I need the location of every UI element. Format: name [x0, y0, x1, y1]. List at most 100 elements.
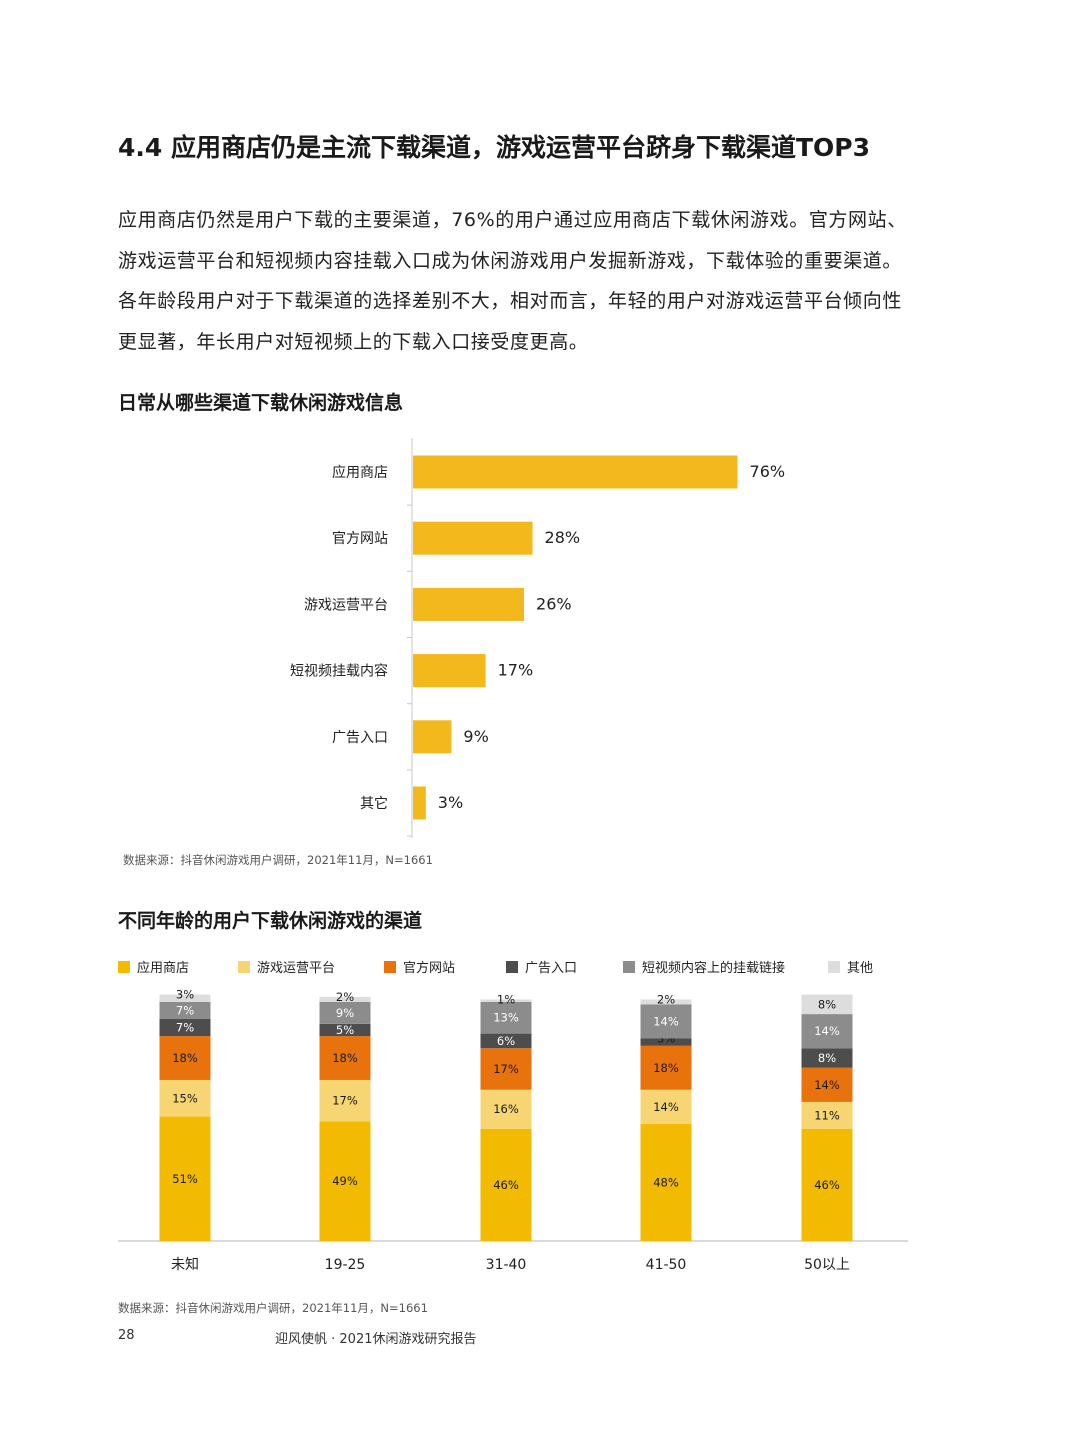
chart2-segment-label: 48%: [653, 1175, 679, 1189]
chart2-legend: 应用商店 游戏运营平台 官方网站 广告入口 短视频内容上的挂载链接 其他: [118, 957, 918, 977]
chart2-segment-label: 51%: [172, 1172, 198, 1186]
body-paragraph: 应用商店仍然是用户下载的主要渠道，76%的用户通过应用商店下载休闲游戏。官方网站…: [118, 209, 907, 353]
chart2-segment-label: 3%: [176, 988, 194, 1002]
chart2-segment: [640, 1004, 692, 1039]
chart1-value-label: 28%: [545, 528, 581, 547]
legend-swatch: [828, 960, 840, 973]
chart2-segment-label: 7%: [176, 1021, 194, 1035]
chart2-segment: [319, 1079, 371, 1122]
chart2-segment: [801, 994, 853, 1015]
chart2-title: 不同年龄的用户下载休闲游戏的渠道: [118, 910, 423, 932]
legend-item: 游戏运营平台: [238, 957, 335, 976]
chart1-value-label: 17%: [498, 661, 534, 680]
chart2-segment-label: 17%: [332, 1094, 358, 1108]
legend-item: 其他: [828, 957, 873, 976]
legend-swatch: [623, 960, 635, 973]
chart2-segment: [801, 1014, 853, 1049]
chart2-segment: [159, 1018, 211, 1037]
chart2-category-label: 41-50: [646, 1257, 687, 1273]
chart1-bar: [413, 587, 525, 621]
section-title: 4.4 应用商店仍是主流下载渠道，游戏运营平台跻身下载渠道TOP3: [118, 133, 871, 162]
chart2-segment-label: 14%: [814, 1024, 840, 1038]
legend-label: 应用商店: [137, 961, 190, 976]
chart2-segment: [159, 1079, 211, 1117]
chart2-category-label: 31-40: [486, 1257, 527, 1273]
chart2-segment: [801, 1101, 853, 1129]
legend-label: 官方网站: [403, 961, 456, 976]
chart1-category-label: 应用商店: [332, 464, 388, 481]
chart2-segment-label: 49%: [332, 1174, 358, 1188]
chart2-segment-label: 2%: [657, 992, 675, 1006]
chart2-segment: [319, 1001, 371, 1024]
chart1-bar: [413, 720, 452, 754]
chart2-segment: [159, 1036, 211, 1080]
chart2-segment: [319, 1023, 371, 1037]
chart2-segment: [480, 1128, 532, 1241]
chart2-segment-label: 13%: [493, 1011, 519, 1025]
chart2-category-label: 50以上: [804, 1257, 850, 1273]
chart1-category-label: 游戏运营平台: [304, 597, 388, 613]
chart1-value-label: 76%: [750, 462, 786, 481]
chart2-segment-label: 11%: [814, 1108, 840, 1122]
chart2-segment-label: 14%: [814, 1078, 840, 1092]
chart2-segment: [480, 1033, 532, 1049]
legend-item: 官方网站: [384, 957, 455, 976]
legend-item: 短视频内容上的挂载链接: [623, 957, 785, 976]
chart2-segment: [319, 1036, 371, 1080]
chart2-segment: [801, 1048, 853, 1068]
chart2-category-label: 未知: [171, 1256, 199, 1273]
chart2-segment: [640, 999, 692, 1005]
chart1-source: 数据来源：抖音休闲游戏用户调研，2021年11月，N=1661: [123, 853, 433, 867]
chart1-category-label: 官方网站: [332, 531, 388, 547]
chart1-value-label: 9%: [463, 727, 488, 746]
page-number: 28: [118, 1328, 135, 1343]
chart2-segment: [640, 1045, 692, 1090]
chart2-segment: [319, 997, 371, 1002]
chart2-segment-label: 14%: [653, 1100, 679, 1114]
chart2-segment-label: 15%: [172, 1091, 198, 1105]
legend-swatch: [384, 960, 396, 973]
chart2-segment: [480, 1048, 532, 1090]
chart2-segment-label: 2%: [336, 990, 354, 1004]
chart2-segment-label: 7%: [176, 1003, 194, 1017]
chart2-segment-label: 8%: [818, 997, 836, 1011]
report-title: 迎风使帆 · 2021休闲游戏研究报告: [275, 1332, 477, 1347]
chart2-category-label: 19-25: [325, 1257, 366, 1273]
chart1-value-label: 3%: [438, 793, 463, 812]
chart2-segment-label: 46%: [814, 1178, 840, 1192]
legend-item: 应用商店: [118, 957, 189, 976]
chart2-segment: [480, 1001, 532, 1034]
chart2-source: 数据来源：抖音休闲游戏用户调研，2021年11月，N=1661: [118, 1301, 428, 1315]
chart1-category-label: 广告入口: [332, 730, 388, 746]
chart1-bar: [413, 786, 426, 820]
chart2-segment: [159, 1001, 211, 1019]
chart2-segment: [159, 994, 211, 1002]
chart1-bar: [413, 654, 486, 688]
chart2-segment-label: 17%: [493, 1062, 519, 1076]
legend-item: 广告入口: [506, 957, 577, 976]
chart1-value-label: 26%: [536, 594, 572, 613]
chart2-segment-label: 9%: [336, 1006, 354, 1020]
chart2-segment-label: 8%: [818, 1051, 836, 1065]
chart1-title: 日常从哪些渠道下载休闲游戏信息: [118, 392, 404, 414]
chart2-segment-label: 18%: [332, 1051, 358, 1065]
chart2-segment-label: 16%: [493, 1102, 519, 1116]
chart2-segment: [801, 1128, 853, 1241]
chart2-segment-label: 14%: [653, 1014, 679, 1028]
chart2-segment-label: 6%: [497, 1034, 515, 1048]
chart2-segment-label: 18%: [172, 1051, 198, 1065]
chart2-segment-label: 1%: [497, 992, 515, 1006]
chart2-segment-label: 5%: [336, 1023, 354, 1037]
legend-label: 短视频内容上的挂载链接: [642, 961, 786, 976]
legend-label: 其他: [847, 961, 874, 976]
legend-label: 游戏运营平台: [257, 961, 336, 976]
chart2-segment: [640, 1089, 692, 1124]
chart2-segment: [159, 1116, 211, 1241]
legend-swatch: [118, 960, 130, 973]
chart2-segment: [480, 999, 532, 1002]
chart1-category-label: 短视频挂载内容: [290, 663, 388, 680]
chart2-segment: [640, 1123, 692, 1241]
chart1-bar: [413, 521, 533, 555]
